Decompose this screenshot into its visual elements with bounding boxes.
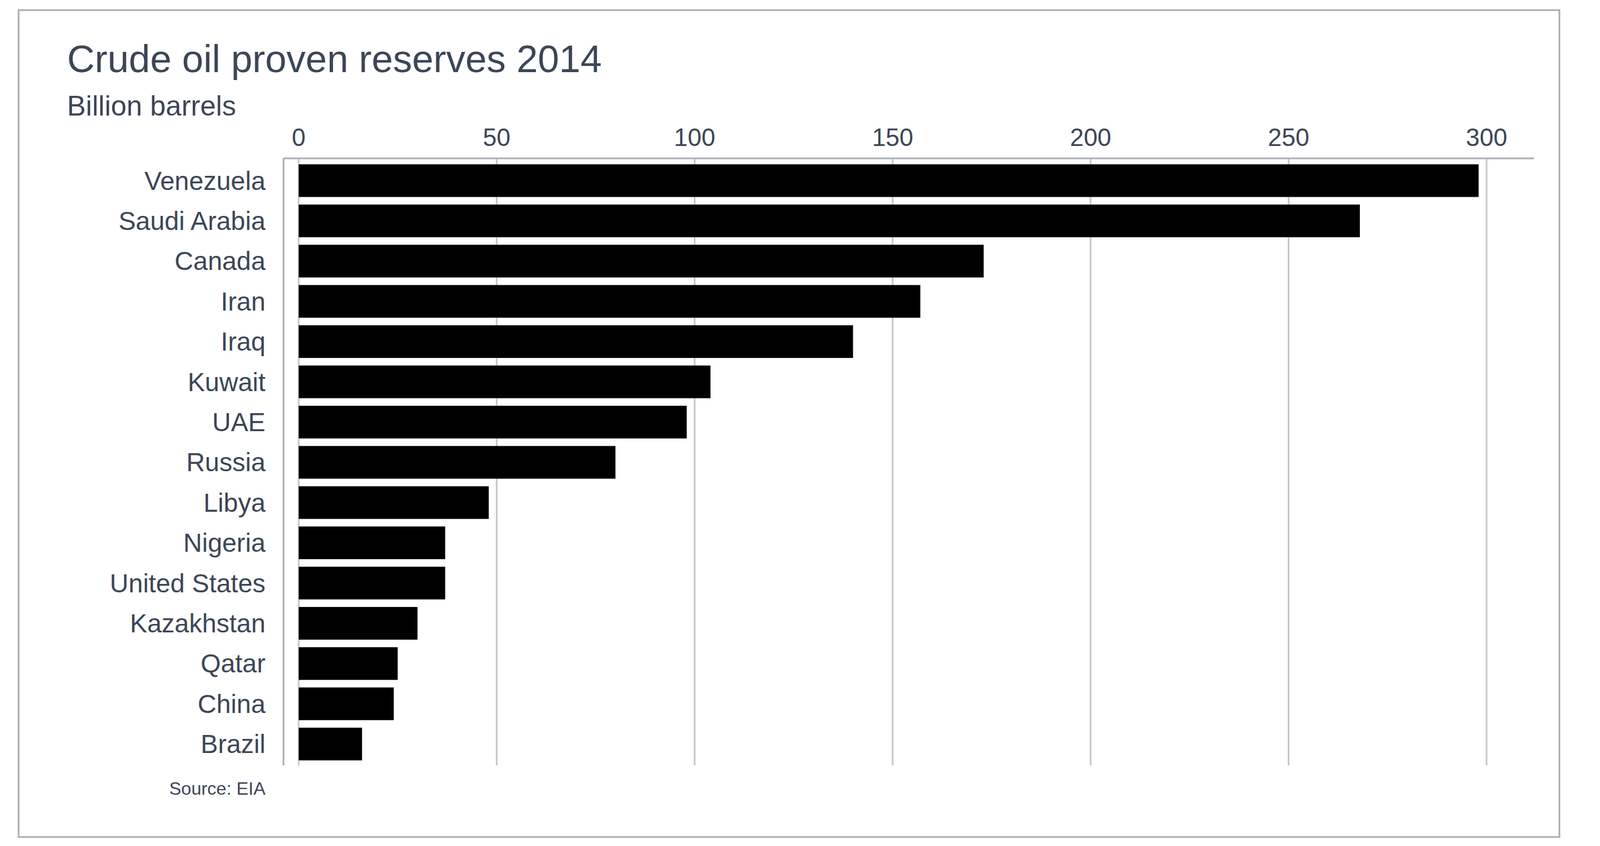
source: Source: EIA — [169, 778, 266, 799]
category-label: Nigeria — [183, 528, 266, 558]
tick-label: 250 — [1268, 123, 1310, 152]
bar — [298, 526, 446, 560]
tick-label: 300 — [1465, 123, 1508, 152]
tick-label: 150 — [871, 123, 913, 152]
category-label: Qatar — [200, 648, 266, 678]
bar — [298, 244, 984, 278]
grid-line — [1485, 158, 1488, 766]
grid-line — [1287, 158, 1290, 766]
frame — [18, 10, 1560, 837]
category-label: United States — [109, 568, 266, 598]
bar — [298, 646, 398, 680]
category-label: Kazakhstan — [130, 608, 266, 638]
tick-label: 50 — [482, 123, 511, 152]
category-label: Canada — [174, 246, 267, 276]
category-label: Russia — [185, 447, 266, 477]
tick-label: 200 — [1069, 123, 1111, 152]
category-label: Saudi Arabia — [118, 206, 266, 236]
bar — [298, 204, 1360, 238]
bar — [298, 606, 418, 640]
grid — [298, 158, 1487, 766]
tick-label: 100 — [674, 123, 716, 152]
bar — [298, 405, 688, 439]
subtitle: Billion barrels — [67, 90, 237, 122]
bars — [298, 164, 1479, 761]
category-label: Iran — [220, 286, 266, 317]
bar — [298, 164, 1479, 198]
chart: Crude oil proven reserves 2014 Billion ba… — [0, 0, 1600, 846]
grid-line — [1089, 158, 1092, 766]
category-label: Brazil — [200, 729, 266, 759]
x-axis — [283, 157, 1535, 160]
tick-label: 0 — [291, 123, 306, 152]
y-axis — [282, 158, 285, 766]
bar — [298, 365, 711, 399]
bar — [298, 566, 446, 600]
bar — [298, 325, 854, 358]
bar — [298, 445, 616, 479]
category-label: Venezuela — [144, 166, 266, 196]
category-label: Kuwait — [187, 367, 266, 397]
category-label: China — [197, 689, 267, 719]
bar — [298, 727, 362, 761]
bar — [298, 486, 489, 520]
bar — [298, 285, 921, 318]
bar — [298, 687, 394, 721]
category-label: UAE — [211, 407, 266, 437]
title: Crude oil proven reserves 2014 — [67, 37, 602, 81]
category-label: Iraq — [220, 326, 266, 357]
category-label: Libya — [203, 488, 266, 518]
